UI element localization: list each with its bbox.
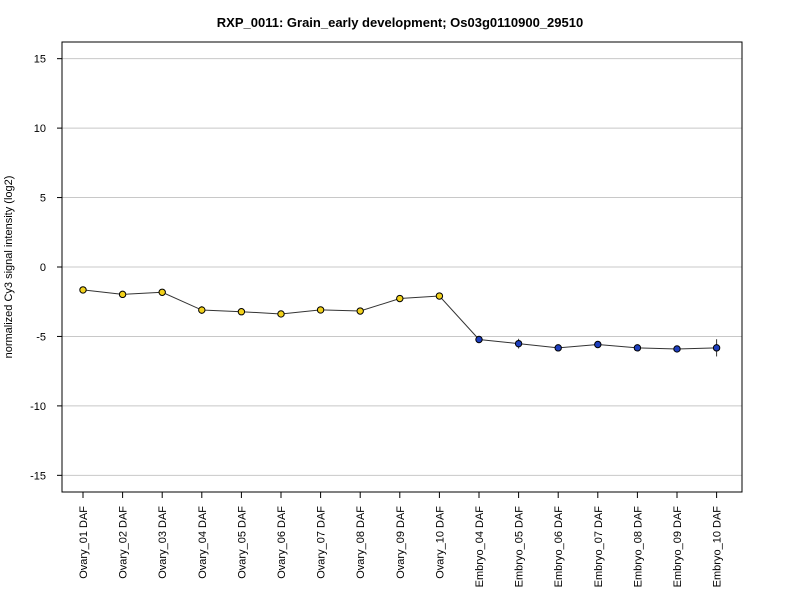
x-tick-label: Ovary_04 DAF	[197, 506, 209, 579]
axis-layer: -15 -10 -5 0 5 10 15 Ovary_01 DAF Ovary_02 DAF Ov…	[30, 54, 724, 588]
data-point	[673, 345, 681, 353]
x-tick-label: Embryo_10 DAF	[712, 506, 724, 588]
x-tick-label: Ovary_08 DAF	[355, 506, 367, 579]
data-point	[356, 307, 364, 315]
series-layer	[79, 286, 721, 357]
data-point	[475, 335, 483, 344]
data-point	[435, 292, 444, 300]
y-tick-label: -15	[30, 470, 46, 482]
x-tick-label: Ovary_09 DAF	[395, 506, 407, 579]
x-tick-label: Embryo_08 DAF	[632, 506, 644, 588]
x-tick-label: Ovary_03 DAF	[157, 506, 169, 579]
x-tick-label: Ovary_02 DAF	[118, 506, 130, 579]
y-tick-label: -10	[30, 401, 46, 413]
data-point	[316, 306, 325, 314]
x-tick-label: Ovary_05 DAF	[236, 506, 248, 579]
data-point	[79, 286, 87, 294]
data-point	[118, 290, 127, 299]
data-point	[237, 308, 246, 316]
grid-layer	[62, 58, 742, 476]
y-tick-label: 10	[34, 123, 46, 135]
data-point	[712, 344, 721, 352]
x-tick-label: Ovary_07 DAF	[316, 506, 328, 579]
data-point	[396, 294, 404, 303]
y-tick-label: 0	[40, 262, 46, 274]
y-tick-label: 5	[40, 193, 46, 205]
chart-title: RXP_0011: Grain_early development; Os03g…	[217, 15, 583, 30]
x-tick-label: Embryo_07 DAF	[593, 506, 605, 588]
x-tick-label: Embryo_05 DAF	[514, 506, 526, 588]
x-tick-label: Embryo_04 DAF	[474, 506, 486, 588]
data-point	[633, 344, 642, 352]
x-tick-label: Ovary_01 DAF	[78, 506, 90, 579]
data-point	[158, 288, 166, 296]
data-point	[198, 306, 206, 314]
data-point	[277, 310, 285, 318]
y-tick-label: 15	[34, 54, 46, 66]
data-point	[554, 344, 562, 352]
plot-frame	[61, 41, 743, 493]
data-point	[594, 340, 602, 349]
y-tick-label: -5	[36, 331, 46, 343]
x-tick-label: Embryo_06 DAF	[553, 506, 565, 588]
x-tick-label: Embryo_09 DAF	[672, 506, 684, 588]
x-tick-label: Ovary_06 DAF	[276, 506, 288, 579]
data-point	[514, 339, 523, 348]
y-axis-label: normalized Cy3 signal intensity (log2)	[3, 176, 15, 359]
x-tick-label: Ovary_10 DAF	[434, 506, 446, 579]
